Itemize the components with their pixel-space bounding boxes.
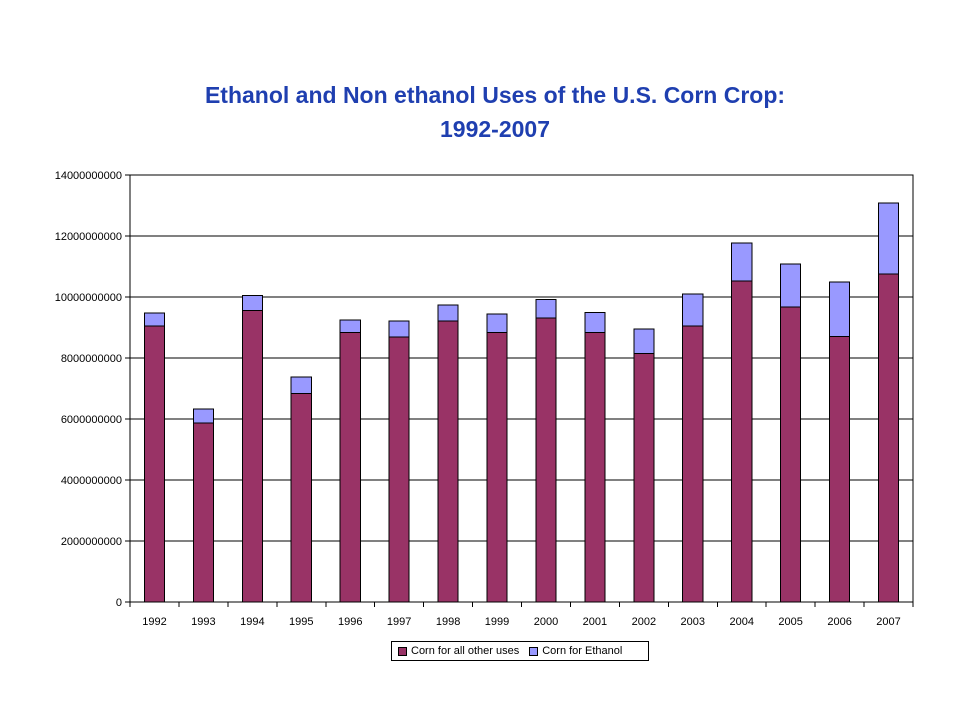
legend: Corn for all other uses Corn for Ethanol [391, 641, 649, 661]
bar-ethanol [780, 263, 802, 308]
x-tick-label: 1993 [191, 616, 215, 628]
bar-other-uses [486, 331, 508, 603]
x-tick-label: 2003 [681, 616, 705, 628]
x-tick-label: 2002 [632, 616, 656, 628]
x-tick-label: 1999 [485, 616, 509, 628]
x-tick-label: 1998 [436, 616, 460, 628]
x-tick-label: 1995 [289, 616, 313, 628]
bar-other-uses [241, 310, 263, 603]
x-tick-label: 2000 [534, 616, 558, 628]
bar-ethanol [829, 281, 851, 338]
chart-title-line-2: 1992-2007 [440, 116, 550, 142]
bar-other-uses [829, 336, 851, 603]
x-tick-label: 2007 [876, 616, 900, 628]
y-tick-label: 10000000000 [55, 292, 122, 304]
legend-label-ethanol: Corn for Ethanol [542, 645, 623, 657]
x-tick-label: 1992 [142, 616, 166, 628]
bar-other-uses [584, 331, 606, 603]
x-tick-label: 1994 [240, 616, 264, 628]
bar-ethanol [486, 313, 508, 333]
x-tick-label: 2006 [827, 616, 851, 628]
chart-title-line-1: Ethanol and Non ethanol Uses of the U.S.… [204, 82, 786, 108]
bar-ethanol [877, 202, 900, 275]
y-tick-labels: 0 2000000000 4000000000 6000000000 800000000… [55, 170, 122, 609]
chart-title: Ethanol and Non ethanol Uses of the U.S.… [0, 78, 960, 146]
y-tick-label: 12000000000 [55, 231, 122, 243]
legend-swatch-ethanol [529, 646, 539, 656]
y-tick-label: 0 [116, 597, 122, 609]
bar-ethanol [731, 242, 753, 282]
y-tick-label: 2000000000 [61, 536, 122, 548]
y-tick-label: 4000000000 [61, 475, 122, 487]
bar-ethanol [143, 312, 166, 327]
bar-ethanol [682, 293, 704, 327]
bar-other-uses [388, 336, 410, 603]
bars [143, 202, 900, 603]
bar-ethanol [290, 376, 312, 394]
legend-label-other-uses: Corn for all other uses [411, 645, 520, 657]
x-tick-labels: 1992 1993 1994 1995 1996 1997 1998 1999 2000 2001… [142, 616, 901, 628]
bar-ethanol [584, 311, 606, 333]
x-tick-label: 2005 [778, 616, 802, 628]
y-tick-label: 6000000000 [61, 414, 122, 426]
axes [125, 174, 914, 607]
bar-ethanol [535, 299, 557, 319]
bar-other-uses [290, 392, 312, 603]
y-tick-label: 8000000000 [61, 353, 122, 365]
x-tick-label: 1997 [387, 616, 411, 628]
bar-ethanol [388, 320, 410, 338]
plot-area-border [129, 174, 914, 603]
y-tick-label: 14000000000 [55, 170, 122, 182]
bar-other-uses [437, 320, 459, 603]
bar-other-uses [780, 306, 802, 603]
legend-item-other-uses: Corn for all other uses [398, 645, 519, 657]
x-tick-label: 2001 [583, 616, 607, 628]
bar-ethanol [192, 408, 214, 424]
bar-other-uses [682, 325, 704, 603]
x-tick-label: 2004 [729, 616, 753, 628]
bar-ethanol [633, 328, 655, 354]
bar-other-uses [143, 325, 166, 603]
bar-ethanol [437, 304, 459, 322]
bar-other-uses [192, 422, 214, 603]
bar-other-uses [535, 317, 557, 603]
bar-other-uses [339, 331, 361, 603]
legend-swatch-other-uses [398, 646, 407, 656]
x-tick-label: 1996 [338, 616, 362, 628]
bar-ethanol [339, 319, 361, 333]
bar-other-uses [877, 273, 900, 603]
bar-ethanol [241, 294, 263, 312]
legend-item-ethanol: Corn for Ethanol [529, 645, 622, 657]
bar-other-uses [731, 280, 753, 603]
bar-other-uses [633, 352, 655, 603]
